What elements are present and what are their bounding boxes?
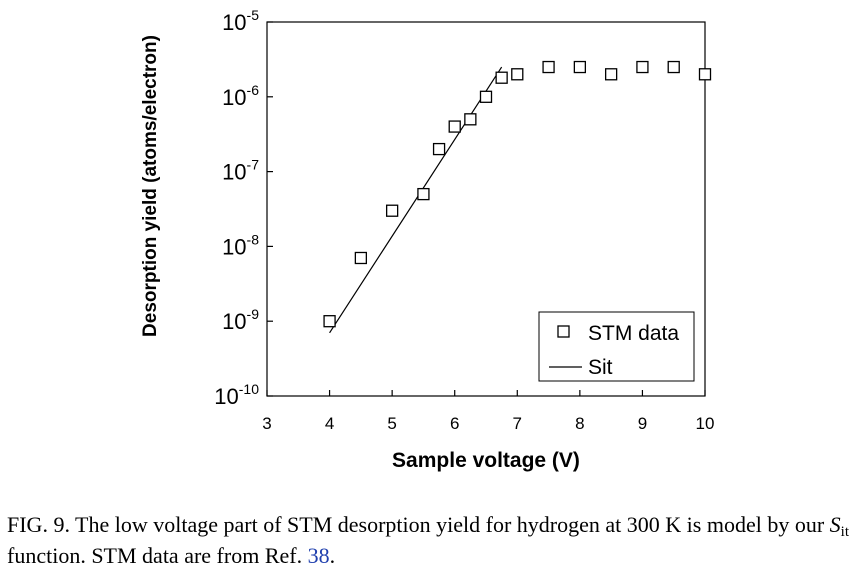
caption-reference-link[interactable]: 38 bbox=[307, 543, 330, 568]
stm-data-point bbox=[604, 68, 618, 81]
x-tick-label: 4 bbox=[325, 414, 334, 433]
y-tick-base: 10 bbox=[222, 85, 246, 110]
y-tick-exponent: -9 bbox=[247, 306, 260, 322]
stm-data-point bbox=[479, 90, 493, 103]
plot-area-frame bbox=[266, 21, 706, 397]
y-axis-title: Desorption yield (atoms/electron) bbox=[140, 35, 161, 337]
stm-data-point bbox=[354, 251, 368, 265]
y-tick-label: 10-8 bbox=[222, 231, 259, 259]
y-tick-base: 10 bbox=[222, 234, 246, 259]
x-tick-label: 10 bbox=[696, 414, 715, 433]
stm-data-point bbox=[385, 204, 399, 217]
caption-symbol-subscript: it bbox=[840, 524, 849, 540]
sit-fit-series bbox=[329, 66, 503, 334]
y-tick-exponent: -5 bbox=[247, 7, 260, 23]
y-tick-base: 10 bbox=[222, 10, 246, 35]
stm-data-series bbox=[323, 60, 712, 328]
stm-data-point bbox=[432, 142, 446, 156]
x-tick-label: 3 bbox=[262, 414, 271, 433]
figure-caption: FIG. 9. The low voltage part of STM deso… bbox=[7, 509, 849, 571]
stm-data-point bbox=[464, 113, 477, 126]
legend-square-marker bbox=[557, 325, 570, 338]
stm-data-point bbox=[448, 120, 461, 133]
stm-data-point bbox=[511, 68, 524, 81]
y-tick-exponent: -8 bbox=[247, 231, 260, 247]
caption-text-before: FIG. 9. The low voltage part of STM deso… bbox=[7, 512, 830, 537]
stm-data-point bbox=[636, 60, 649, 74]
x-tick-label: 9 bbox=[638, 414, 647, 433]
stm-data-point bbox=[698, 68, 712, 81]
y-tick-label: 10-9 bbox=[222, 306, 259, 334]
y-tick-base: 10 bbox=[222, 309, 246, 334]
caption-symbol: S bbox=[829, 512, 841, 537]
y-tick-base: 10 bbox=[222, 160, 246, 185]
stm-data-point bbox=[542, 60, 555, 74]
stm-data-point bbox=[323, 315, 336, 328]
y-tick-label: 10-6 bbox=[222, 82, 259, 110]
y-tick-label: 10-7 bbox=[222, 157, 259, 185]
y-tick-exponent: -6 bbox=[247, 82, 260, 98]
x-axis: 3 4 5 6 7 8 9 10 bbox=[262, 390, 714, 433]
stm-data-point bbox=[495, 71, 508, 84]
y-tick-label: 10-5 bbox=[222, 7, 259, 35]
x-tick-label: 6 bbox=[450, 414, 459, 433]
legend-box bbox=[538, 311, 695, 382]
x-axis-title: Sample voltage (V) bbox=[392, 449, 580, 472]
caption-text-end: . bbox=[329, 543, 336, 568]
y-tick-exponent: -10 bbox=[239, 381, 259, 397]
x-tick-label: 8 bbox=[575, 414, 584, 433]
y-tick-base: 10 bbox=[214, 384, 238, 409]
legend-label-sit: Sit bbox=[588, 356, 613, 379]
stm-data-point bbox=[667, 60, 680, 74]
stm-data-point bbox=[417, 187, 430, 201]
legend-label-stm-data: STM data bbox=[588, 322, 679, 345]
x-tick-label: 7 bbox=[513, 414, 522, 433]
x-tick-label: 5 bbox=[387, 414, 396, 433]
y-tick-label: 10-10 bbox=[214, 381, 259, 409]
sit-fit-line bbox=[329, 66, 503, 334]
legend: STM data Sit bbox=[538, 311, 695, 382]
stm-data-point bbox=[573, 60, 587, 74]
y-tick-exponent: -7 bbox=[247, 157, 260, 173]
caption-text-middle: function. STM data are from Ref. bbox=[7, 543, 308, 568]
